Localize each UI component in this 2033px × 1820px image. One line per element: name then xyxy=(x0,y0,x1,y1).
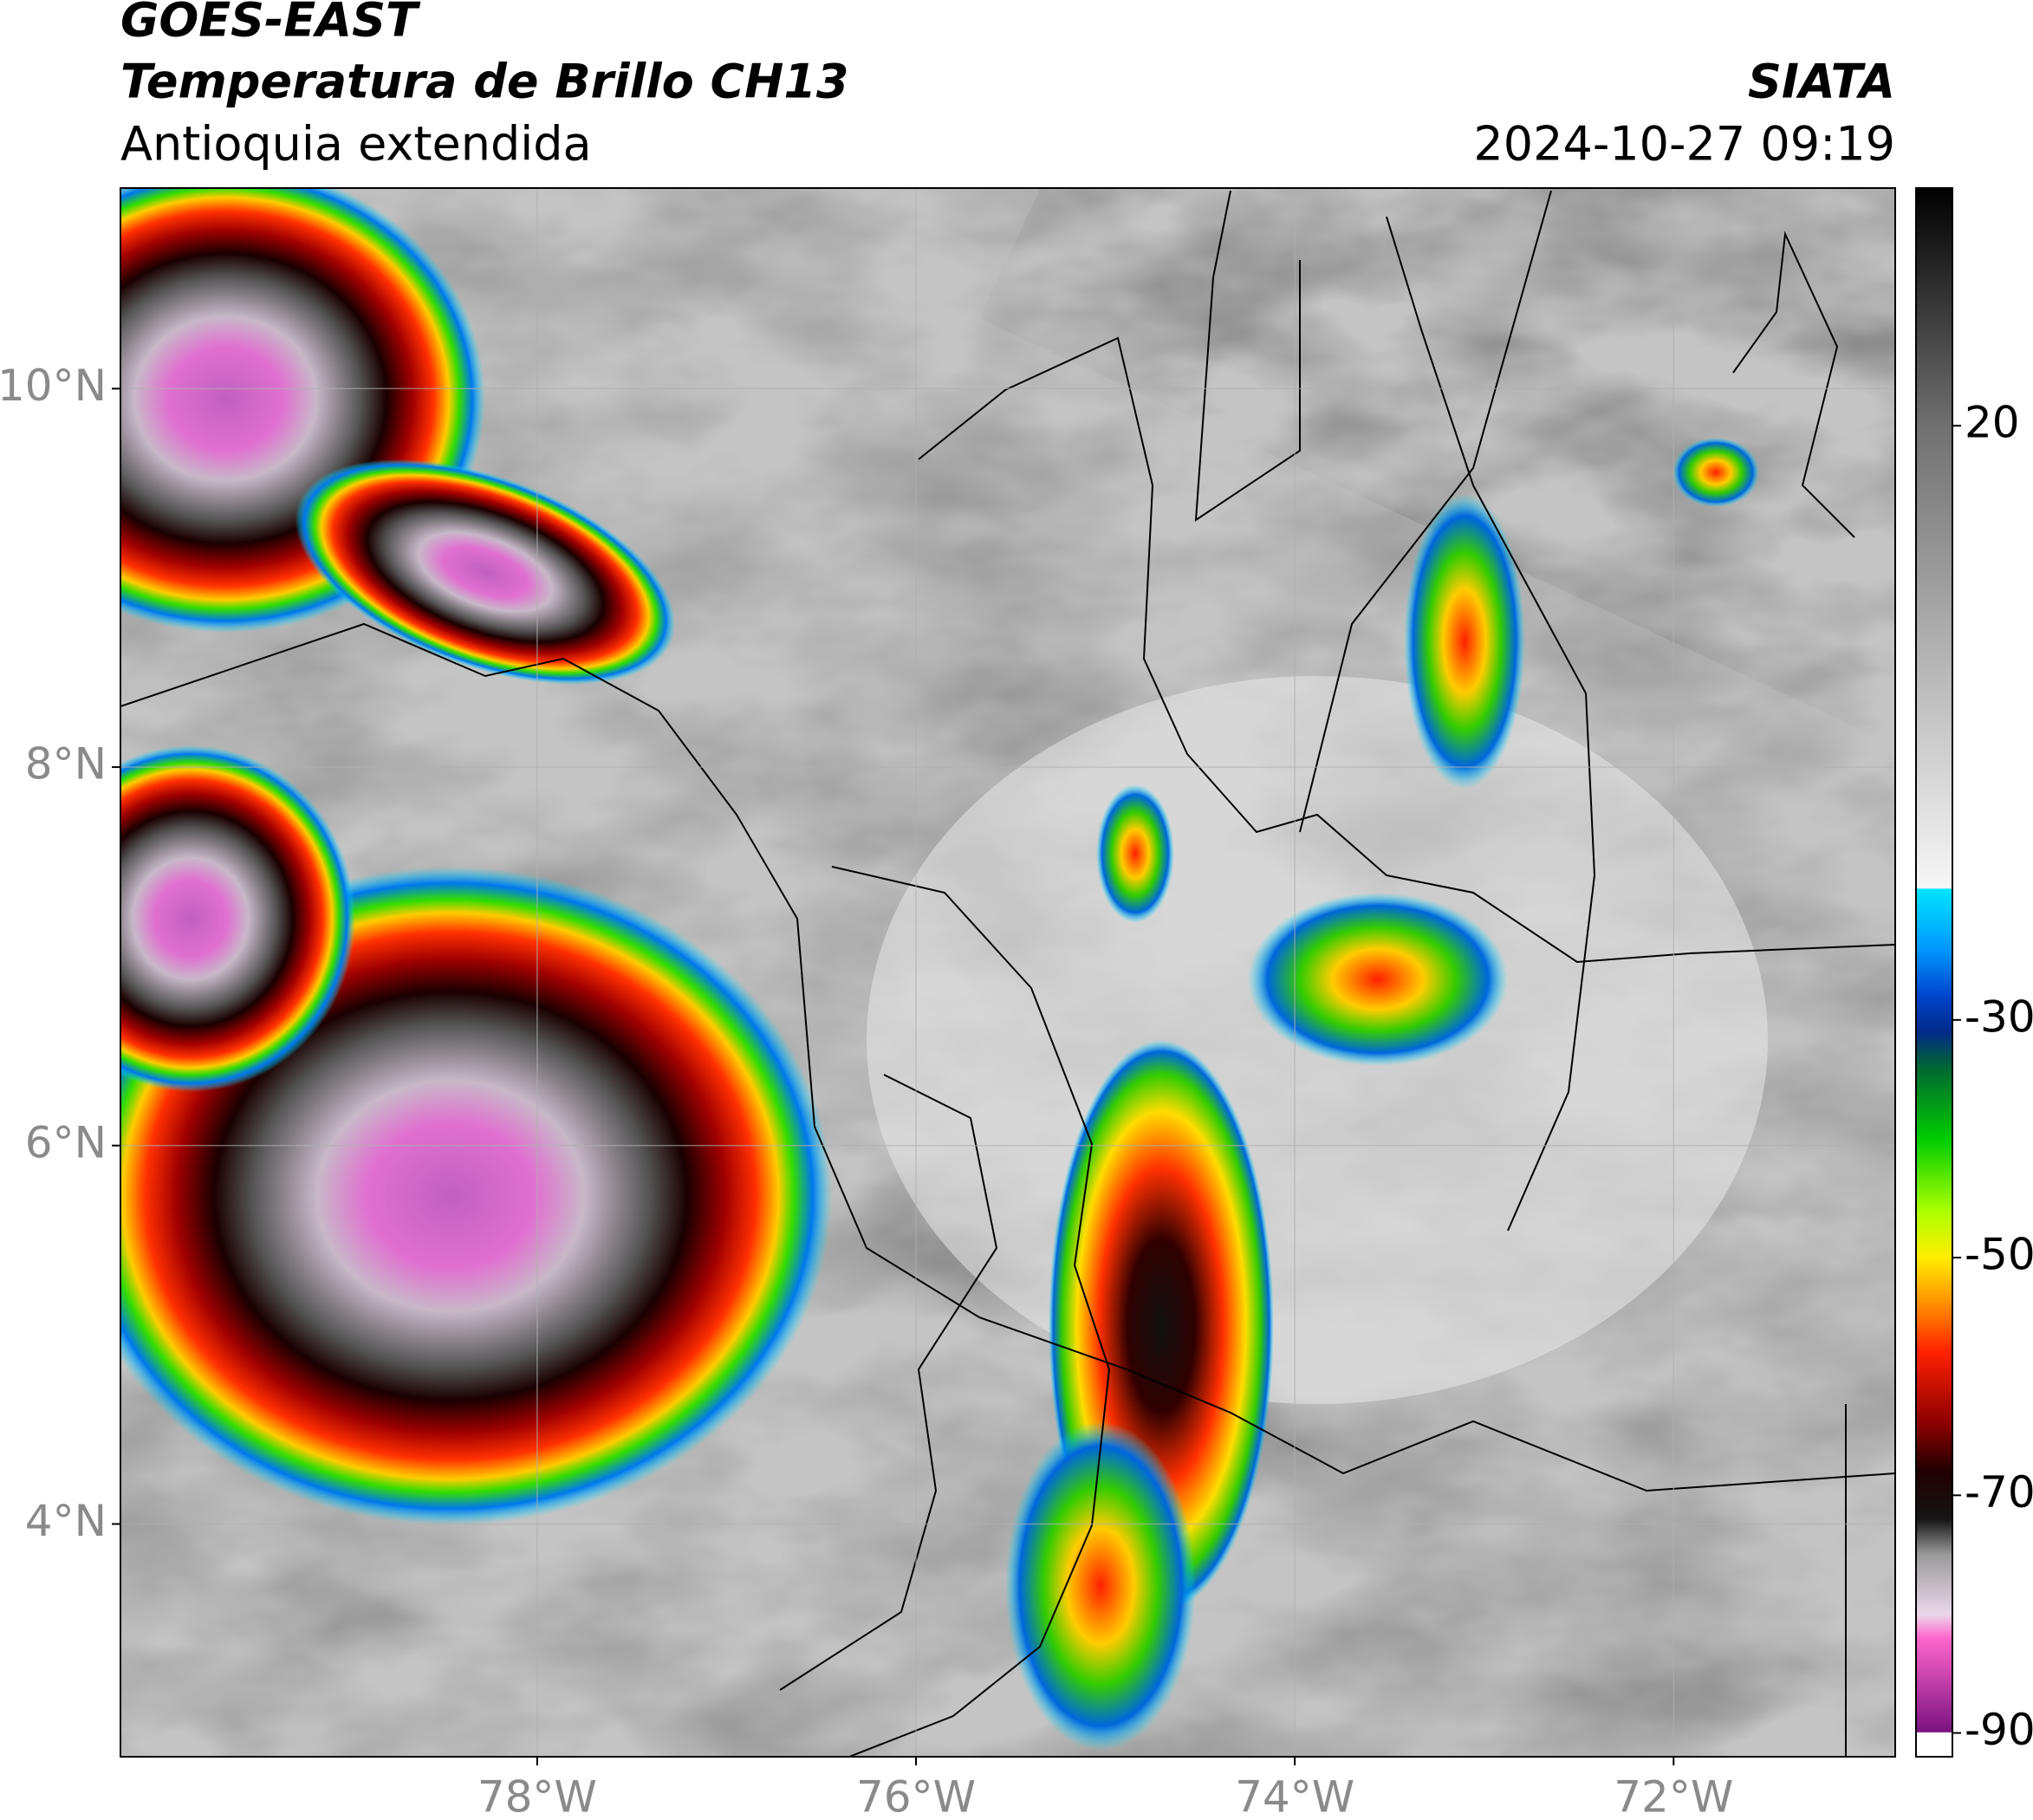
colorbar-tick-label: 20 xyxy=(1965,398,2020,448)
subtitle: Temperatura de Brillo CH13 xyxy=(120,55,849,109)
datetime: 2024-10-27 09:19 xyxy=(1473,117,1895,172)
y-tick-label: 10°N xyxy=(0,361,107,411)
map-frame xyxy=(120,187,1896,1758)
convective-cell xyxy=(1673,438,1759,507)
colorbar-tick-label: -90 xyxy=(1965,1705,2033,1755)
colorbar-tick-label: -30 xyxy=(1965,991,2033,1042)
storm xyxy=(295,459,676,685)
y-tick-label: 8°N xyxy=(25,739,107,790)
border-line xyxy=(831,866,1111,1757)
region: Antioquia extendida xyxy=(120,117,592,172)
convective-cell xyxy=(1005,1421,1196,1751)
graticule xyxy=(120,188,1895,1757)
border-line xyxy=(1194,190,1596,1232)
colorbar-tick-label: -50 xyxy=(1965,1230,2033,1280)
convective-cell xyxy=(1096,784,1174,923)
y-tick-label: 4°N xyxy=(25,1496,107,1546)
border-line xyxy=(120,622,1895,1492)
x-tick-label: 76°W xyxy=(856,1772,976,1820)
border-line xyxy=(918,336,1895,964)
map-area xyxy=(120,188,1895,1757)
convective-cell xyxy=(1248,893,1508,1066)
storm xyxy=(120,745,355,1092)
source: SIATA xyxy=(1748,55,1895,109)
colorbar xyxy=(1915,187,1953,1758)
x-tick-label: 72°W xyxy=(1614,1772,1733,1820)
colorbar-tick-label: -70 xyxy=(1965,1467,2033,1518)
border-line xyxy=(1299,190,1855,833)
border-line xyxy=(779,1074,1847,1757)
x-tick-label: 74°W xyxy=(1235,1772,1354,1820)
x-tick-label: 78°W xyxy=(477,1772,597,1820)
convective-cell xyxy=(1404,494,1525,789)
title: GOES-EAST xyxy=(120,0,421,48)
y-tick-label: 6°N xyxy=(25,1117,107,1167)
borders xyxy=(120,190,1895,1757)
